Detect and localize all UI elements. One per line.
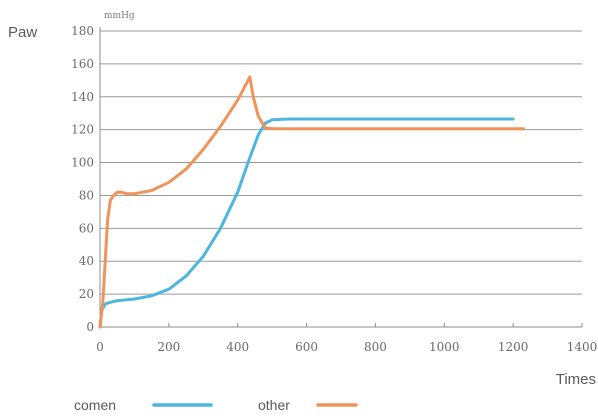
x-tick-label-600: 600 xyxy=(295,340,318,354)
y-tick-label-60: 60 xyxy=(79,221,94,235)
y-tick-label-0: 0 xyxy=(86,320,94,334)
y-axis-unit: mmHg xyxy=(104,11,135,21)
y-axis-title: Paw xyxy=(8,24,37,41)
x-tick-label-1200: 1200 xyxy=(498,340,529,354)
legend-label-comen: comen xyxy=(74,397,116,413)
x-tick-label-200: 200 xyxy=(157,340,180,354)
x-tick-label-400: 400 xyxy=(226,340,249,354)
series-lines xyxy=(98,75,525,329)
y-tick-label-180: 180 xyxy=(71,24,94,38)
y-tick-labels: 0 20 40 60 80 100 120 140 160 180 xyxy=(71,24,94,334)
legend-label-other: other xyxy=(258,397,290,413)
y-tick-label-20: 20 xyxy=(79,287,94,301)
x-axis-title: Times xyxy=(556,371,596,388)
x-tick-label-1400: 1400 xyxy=(567,340,598,354)
x-tick-label-1000: 1000 xyxy=(429,340,460,354)
y-tick-label-160: 160 xyxy=(71,57,94,71)
y-tick-label-80: 80 xyxy=(79,188,94,202)
series-line-other xyxy=(98,75,525,329)
axes xyxy=(99,27,583,328)
y-tick-label-40: 40 xyxy=(79,254,94,268)
y-tick-label-140: 140 xyxy=(71,90,94,104)
x-tick-label-0: 0 xyxy=(96,340,104,354)
y-tick-label-120: 120 xyxy=(71,123,94,137)
y-tick-label-100: 100 xyxy=(71,156,94,170)
series-line-comen xyxy=(98,117,515,329)
x-tick-labels: 0 200 400 600 800 1000 1200 1400 xyxy=(96,340,597,354)
x-tick-label-800: 800 xyxy=(364,340,387,354)
grid-lines xyxy=(100,30,582,295)
legend: comen other xyxy=(74,397,358,413)
